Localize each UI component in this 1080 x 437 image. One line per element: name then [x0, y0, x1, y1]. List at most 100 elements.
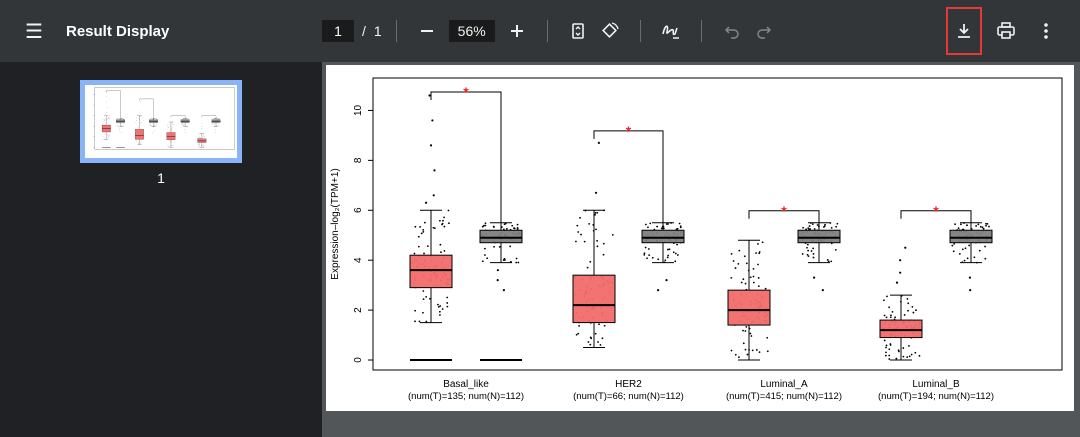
tumor-Luminal_B-outlier	[895, 281, 899, 284]
normal-HER2-point	[647, 248, 650, 250]
tumor-Luminal_B-point	[885, 346, 887, 349]
zoom-in-button[interactable]	[501, 15, 533, 47]
tumor-HER2-point	[578, 324, 580, 327]
minus-icon	[420, 30, 433, 32]
tumor-Luminal_B-point	[883, 314, 886, 317]
normal-Basal_like-point	[511, 224, 514, 227]
tumor-Luminal_B-point	[906, 297, 909, 300]
tumor-Basal_like-point	[439, 243, 442, 246]
normal-Luminal_B-outlier	[968, 276, 971, 279]
thumbnail-page-number: 1	[157, 170, 165, 186]
normal-Luminal_B-point	[982, 227, 985, 230]
normal-Basal_like-point	[481, 225, 484, 228]
tumor-Luminal_A-point	[744, 330, 747, 332]
tumor-Luminal_B-point	[912, 311, 915, 314]
rotate-button[interactable]	[594, 15, 626, 47]
zoom-out-button[interactable]	[411, 15, 443, 47]
tumor-HER2-point	[611, 234, 614, 236]
tumor-Luminal_A-point	[752, 267, 755, 270]
more-options-button[interactable]	[1030, 15, 1062, 47]
normal-Basal_like-point	[503, 223, 506, 226]
menu-icon[interactable]: ☰	[25, 20, 43, 43]
tumor-Luminal_B-point	[888, 354, 891, 357]
tumor-Basal_like-point	[414, 320, 416, 323]
print-button[interactable]	[990, 15, 1022, 47]
undo-button[interactable]	[716, 15, 748, 47]
tumor-Luminal_A-point	[734, 353, 737, 356]
normal-Luminal_B-point	[981, 226, 984, 229]
tumor-Luminal_A-point	[738, 356, 740, 359]
tumor-Basal_like-point	[422, 290, 425, 292]
tumor-Basal_like-outlier	[431, 119, 434, 122]
normal-HER2-point	[657, 258, 660, 261]
normal-HER2-point	[651, 256, 654, 259]
tumor-HER2-point	[599, 344, 602, 346]
tumor-HER2-point	[576, 224, 579, 227]
toolbar-divider	[639, 20, 641, 42]
normal-Luminal_B-point	[984, 257, 987, 260]
more-vertical-icon	[1044, 23, 1048, 39]
tumor-Basal_like-point	[418, 320, 421, 323]
tumor-Basal_like-point	[437, 306, 440, 308]
redo-button[interactable]	[748, 15, 780, 47]
normal-Basal_like-point	[483, 247, 486, 250]
tumor-Luminal_B-box	[197, 138, 207, 143]
normal-Luminal_B-box	[949, 229, 993, 244]
tumor-Luminal_A-point	[742, 342, 745, 345]
normal-HER2-point	[674, 260, 677, 263]
zoom-level-input[interactable]: 56%	[448, 20, 495, 42]
tumor-HER2-point	[575, 240, 577, 243]
normal-Luminal_A-point	[808, 225, 811, 227]
tumor-HER2-point	[588, 222, 591, 225]
tumor-Luminal_A-point	[734, 267, 737, 269]
normal-Luminal_B-box	[211, 119, 221, 123]
tumor-HER2-outlier	[597, 141, 600, 144]
normal-Basal_like-point	[516, 228, 519, 230]
normal-Luminal_B-point	[966, 224, 968, 227]
tumor-HER2-point	[579, 216, 581, 219]
tumor-HER2-point	[577, 231, 580, 233]
normal-Basal_like-outlier	[496, 269, 499, 272]
tumor-Luminal_A-point	[758, 351, 761, 354]
tumor-Basal_like-point	[443, 216, 445, 219]
normal-Luminal_A-point	[813, 228, 816, 230]
tumor-Luminal_A-point	[745, 325, 748, 328]
download-button[interactable]	[946, 7, 982, 55]
tumor-Luminal_A-point	[752, 275, 755, 278]
printer-icon	[997, 22, 1015, 39]
normal-HER2-point	[656, 225, 659, 228]
significance-star: *	[781, 203, 787, 219]
tumor-Luminal_B-point	[883, 299, 885, 302]
normal-HER2-point	[665, 223, 668, 225]
tumor-Luminal_A-point	[749, 332, 752, 335]
significance-star: *	[933, 203, 939, 219]
tumor-Luminal_B-point	[891, 310, 894, 313]
tumor-Basal_like-point	[422, 298, 425, 301]
normal-HER2-point	[644, 223, 647, 226]
normal-Luminal_A-point	[807, 255, 810, 258]
tumor-Basal_like-point	[433, 227, 436, 230]
fit-to-page-button[interactable]	[562, 15, 594, 47]
normal-Luminal_B-point	[958, 252, 961, 255]
normal-Basal_like-point	[484, 224, 487, 227]
draw-button[interactable]	[655, 15, 687, 47]
tumor-HER2-box	[572, 274, 616, 324]
tumor-HER2-point	[603, 324, 606, 327]
normal-Luminal_A-point	[836, 222, 839, 225]
tumor-Basal_like-point	[422, 311, 424, 314]
normal-Luminal_B-point	[964, 247, 967, 250]
tumor-Luminal_A-point	[744, 348, 747, 351]
page-thumbnail[interactable]	[80, 80, 242, 163]
tumor-HER2-point	[595, 228, 597, 231]
normal-HER2-point	[679, 226, 682, 229]
tumor-Luminal_B-point	[890, 314, 892, 317]
normal-Luminal_A-point	[830, 226, 833, 229]
normal-Luminal_A-point	[812, 247, 815, 250]
page-number-input[interactable]: 1	[322, 20, 354, 42]
tumor-HER2-point	[587, 341, 590, 343]
tumor-Luminal_A-point	[738, 249, 741, 252]
tumor-Basal_like-point	[443, 225, 446, 228]
normal-Luminal_A-point	[816, 224, 819, 226]
tumor-HER2-point	[583, 240, 586, 243]
tumor-Basal_like-point	[423, 221, 426, 224]
